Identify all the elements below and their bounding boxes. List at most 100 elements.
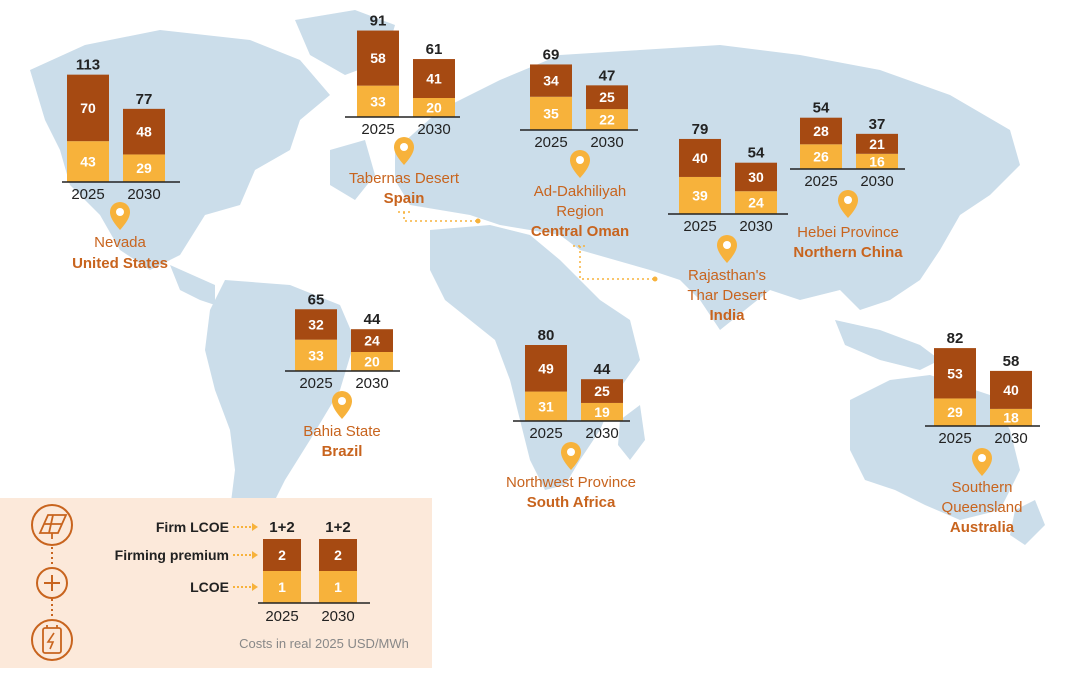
- label-total-value: 80: [538, 327, 555, 344]
- icon-ring: [31, 504, 73, 546]
- location-pin-icon: [972, 448, 992, 476]
- land-shape: [330, 140, 375, 200]
- label-lcoe-value: 29: [947, 404, 963, 420]
- label-total-value: 69: [543, 46, 560, 63]
- region-panel-oman: 35 34 69 2025 22 25 47 2030 Ad-Dakhiliyah Region C…: [520, 46, 638, 240]
- region-panel-india: 39 40 79 2025 24 30 54 2030 Rajasthan's Thar Dese…: [668, 121, 788, 324]
- bar-firming-2030: [351, 329, 393, 352]
- label-firming-value: 32: [308, 316, 324, 332]
- bar-lcoe-2030: [990, 408, 1032, 426]
- bar-firming-2025: [530, 64, 572, 97]
- land-shape: [835, 320, 940, 370]
- label-lcoe-value: 18: [1003, 409, 1019, 425]
- tick-label-year: 2030: [739, 218, 772, 235]
- label-lcoe-value: 29: [136, 160, 152, 176]
- label-firming-value: 41: [426, 71, 442, 87]
- label-firming-value: 24: [364, 333, 380, 349]
- place-label: Northwest Province: [506, 474, 636, 491]
- country-label: South Africa: [527, 494, 616, 511]
- label-total-value: 82: [947, 330, 964, 347]
- location-pin-icon: [394, 137, 414, 165]
- legend-sample-lcoe: 1: [278, 579, 286, 595]
- place-label: Queensland: [942, 499, 1023, 516]
- icon-ring: [31, 619, 73, 661]
- icon-ring: [36, 567, 68, 599]
- bar-firming-2030: [123, 108, 165, 155]
- place-label: Bahia State: [303, 423, 381, 440]
- label-total-value: 54: [748, 145, 765, 162]
- tick-label-year: 2030: [860, 173, 893, 190]
- label-firming-value: 25: [594, 383, 610, 399]
- bar-firming-2030: [581, 379, 623, 403]
- region-panel-aus: 29 53 82 2025 18 40 58 2030 Southern Queensland Au…: [925, 330, 1040, 536]
- bar-lcoe-2025: [800, 144, 842, 169]
- pin-hole: [576, 156, 584, 164]
- battery-body: [42, 627, 62, 654]
- bar-lcoe-2030: [581, 402, 623, 421]
- bar-firming-2025: [800, 117, 842, 145]
- label-lcoe-value: 35: [543, 105, 559, 121]
- label-firming-value: 21: [869, 136, 885, 152]
- tick-label-year: 2025: [804, 173, 837, 190]
- pin-hole: [723, 241, 731, 249]
- place-label: Nevada: [94, 234, 146, 251]
- label-lcoe-value: 22: [599, 112, 615, 128]
- label-firming-value: 48: [136, 124, 152, 140]
- place-label: Rajasthan's: [688, 267, 766, 284]
- place-label: Region: [556, 203, 604, 220]
- country-label: Central Oman: [531, 223, 629, 240]
- legend-label-firming-premium: Firming premium: [115, 547, 229, 563]
- label-total-value: 44: [364, 311, 381, 328]
- bar-lcoe-2025: [525, 391, 567, 421]
- bar-lcoe-2030: [351, 352, 393, 371]
- leader-dot-spain: [475, 218, 481, 224]
- pin-hole: [567, 448, 575, 456]
- bar-lcoe-2030: [123, 154, 165, 182]
- place-label: Southern: [952, 479, 1013, 496]
- legend-sample-firming: 2: [278, 547, 286, 563]
- bar-lcoe-2025: [679, 176, 721, 214]
- bar-firming-2025: [525, 345, 567, 392]
- legend-pointer-arrow: [252, 583, 258, 591]
- legend-bar-lcoe: [319, 571, 357, 603]
- plus-icon: [36, 567, 68, 599]
- tick-label-year: 2030: [590, 134, 623, 151]
- region-panel-brazil: 33 32 65 2025 20 24 44 2030 Bahia State Brazil: [285, 291, 400, 460]
- pin-hole: [116, 208, 124, 216]
- plus-shape: [44, 575, 60, 591]
- bar-lcoe-2025: [530, 96, 572, 130]
- label-total-value: 65: [308, 291, 325, 308]
- leader-line-oman: [573, 245, 655, 280]
- location-pin-icon: [110, 202, 130, 230]
- location-pin-icon: [570, 150, 590, 178]
- region-panel-safrica: 31 49 80 2025 19 25 44 2030 Northwest Province So…: [506, 327, 636, 511]
- land-shape: [170, 265, 215, 305]
- legend-bar-firming: [319, 539, 357, 571]
- country-label: Brazil: [322, 443, 363, 460]
- leader-dot-oman: [652, 276, 658, 282]
- legend-pointer-arrow: [252, 523, 258, 531]
- legend-sample-total: 1+2: [269, 519, 294, 536]
- label-lcoe-value: 24: [748, 195, 764, 211]
- tick-label-year: 2025: [299, 375, 332, 392]
- battery-bolt: [46, 632, 55, 650]
- tick-label-year: 2030: [355, 375, 388, 392]
- label-total-value: 91: [370, 13, 387, 30]
- pin-hole: [400, 143, 408, 151]
- bar-lcoe-2030: [413, 98, 455, 117]
- battery-terminals: [46, 625, 58, 628]
- legend: 1 2 1+2 2025 1 2 1+2 2030 Firm LCOE Firming premi…: [0, 498, 432, 668]
- pin-hole: [338, 397, 346, 405]
- land-shape: [618, 405, 645, 460]
- label-lcoe-value: 20: [426, 100, 442, 116]
- label-firming-value: 49: [538, 360, 554, 376]
- label-firming-value: 40: [1003, 382, 1019, 398]
- location-pin-icon: [561, 442, 581, 470]
- place-label: Hebei Province: [797, 224, 899, 241]
- bar-lcoe-2025: [934, 398, 976, 426]
- region-panel-us: 43 70 113 2025 29 48 77 2030 Nevada United States: [62, 57, 180, 272]
- tick-label-year: 2025: [938, 430, 971, 447]
- label-total-value: 61: [426, 41, 443, 58]
